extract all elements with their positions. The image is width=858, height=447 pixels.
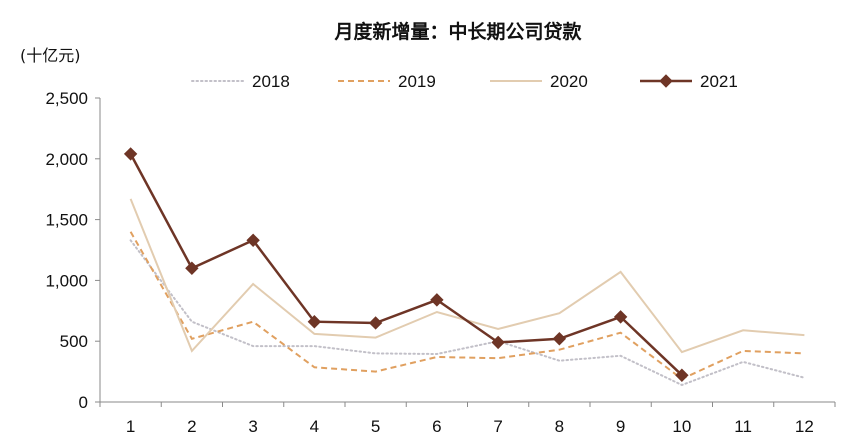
data-point-2021 — [430, 293, 444, 307]
data-point-2021 — [185, 261, 199, 275]
chart-title: 月度新增量：中长期公司贷款 — [333, 20, 582, 43]
data-point-2021 — [123, 147, 138, 161]
series-line-2018 — [129, 239, 806, 387]
data-point-2021 — [307, 315, 322, 329]
x-tick-label: 5 — [371, 417, 380, 436]
x-tick-label: 8 — [555, 417, 564, 436]
x-tick-label: 12 — [795, 417, 814, 436]
x-tick-label: 4 — [310, 417, 319, 436]
x-tick-label: 9 — [616, 417, 625, 436]
series-group — [123, 147, 806, 387]
series-line-2021 — [129, 153, 683, 377]
y-tick-label: 1,000 — [45, 271, 88, 290]
data-point-2021 — [246, 233, 260, 247]
series-line-2019 — [129, 231, 805, 381]
data-point-2021 — [368, 316, 383, 330]
x-tick-label: 6 — [432, 417, 441, 436]
legend-label-2018: 2018 — [252, 72, 290, 91]
series-line-2020 — [129, 198, 805, 354]
x-tick-label: 3 — [248, 417, 257, 436]
legend-label-2020: 2020 — [550, 72, 588, 91]
data-point-2021 — [613, 310, 628, 324]
y-tick-label: 2,500 — [45, 89, 88, 108]
x-tick-label: 7 — [493, 417, 502, 436]
x-tick-label: 11 — [734, 417, 752, 436]
y-tick-label: 2,000 — [45, 150, 88, 169]
y-axis-unit-label: (十亿元) — [20, 46, 81, 65]
data-point-2021 — [552, 332, 567, 346]
y-tick-label: 0 — [79, 393, 88, 412]
data-point-2021 — [675, 368, 689, 382]
y-tick-label: 1,500 — [45, 211, 88, 230]
legend: 2018 2019 2020 2021 — [191, 72, 738, 91]
x-tick-label: 2 — [187, 417, 196, 436]
legend-label-2021: 2021 — [700, 72, 738, 91]
x-tick-label: 10 — [672, 417, 691, 436]
legend-label-2019: 2019 — [398, 72, 436, 91]
x-tick-label: 1 — [126, 417, 135, 436]
data-point-2021 — [491, 335, 505, 350]
y-tick-label: 500 — [60, 332, 88, 351]
legend-marker-2021 — [659, 74, 673, 88]
